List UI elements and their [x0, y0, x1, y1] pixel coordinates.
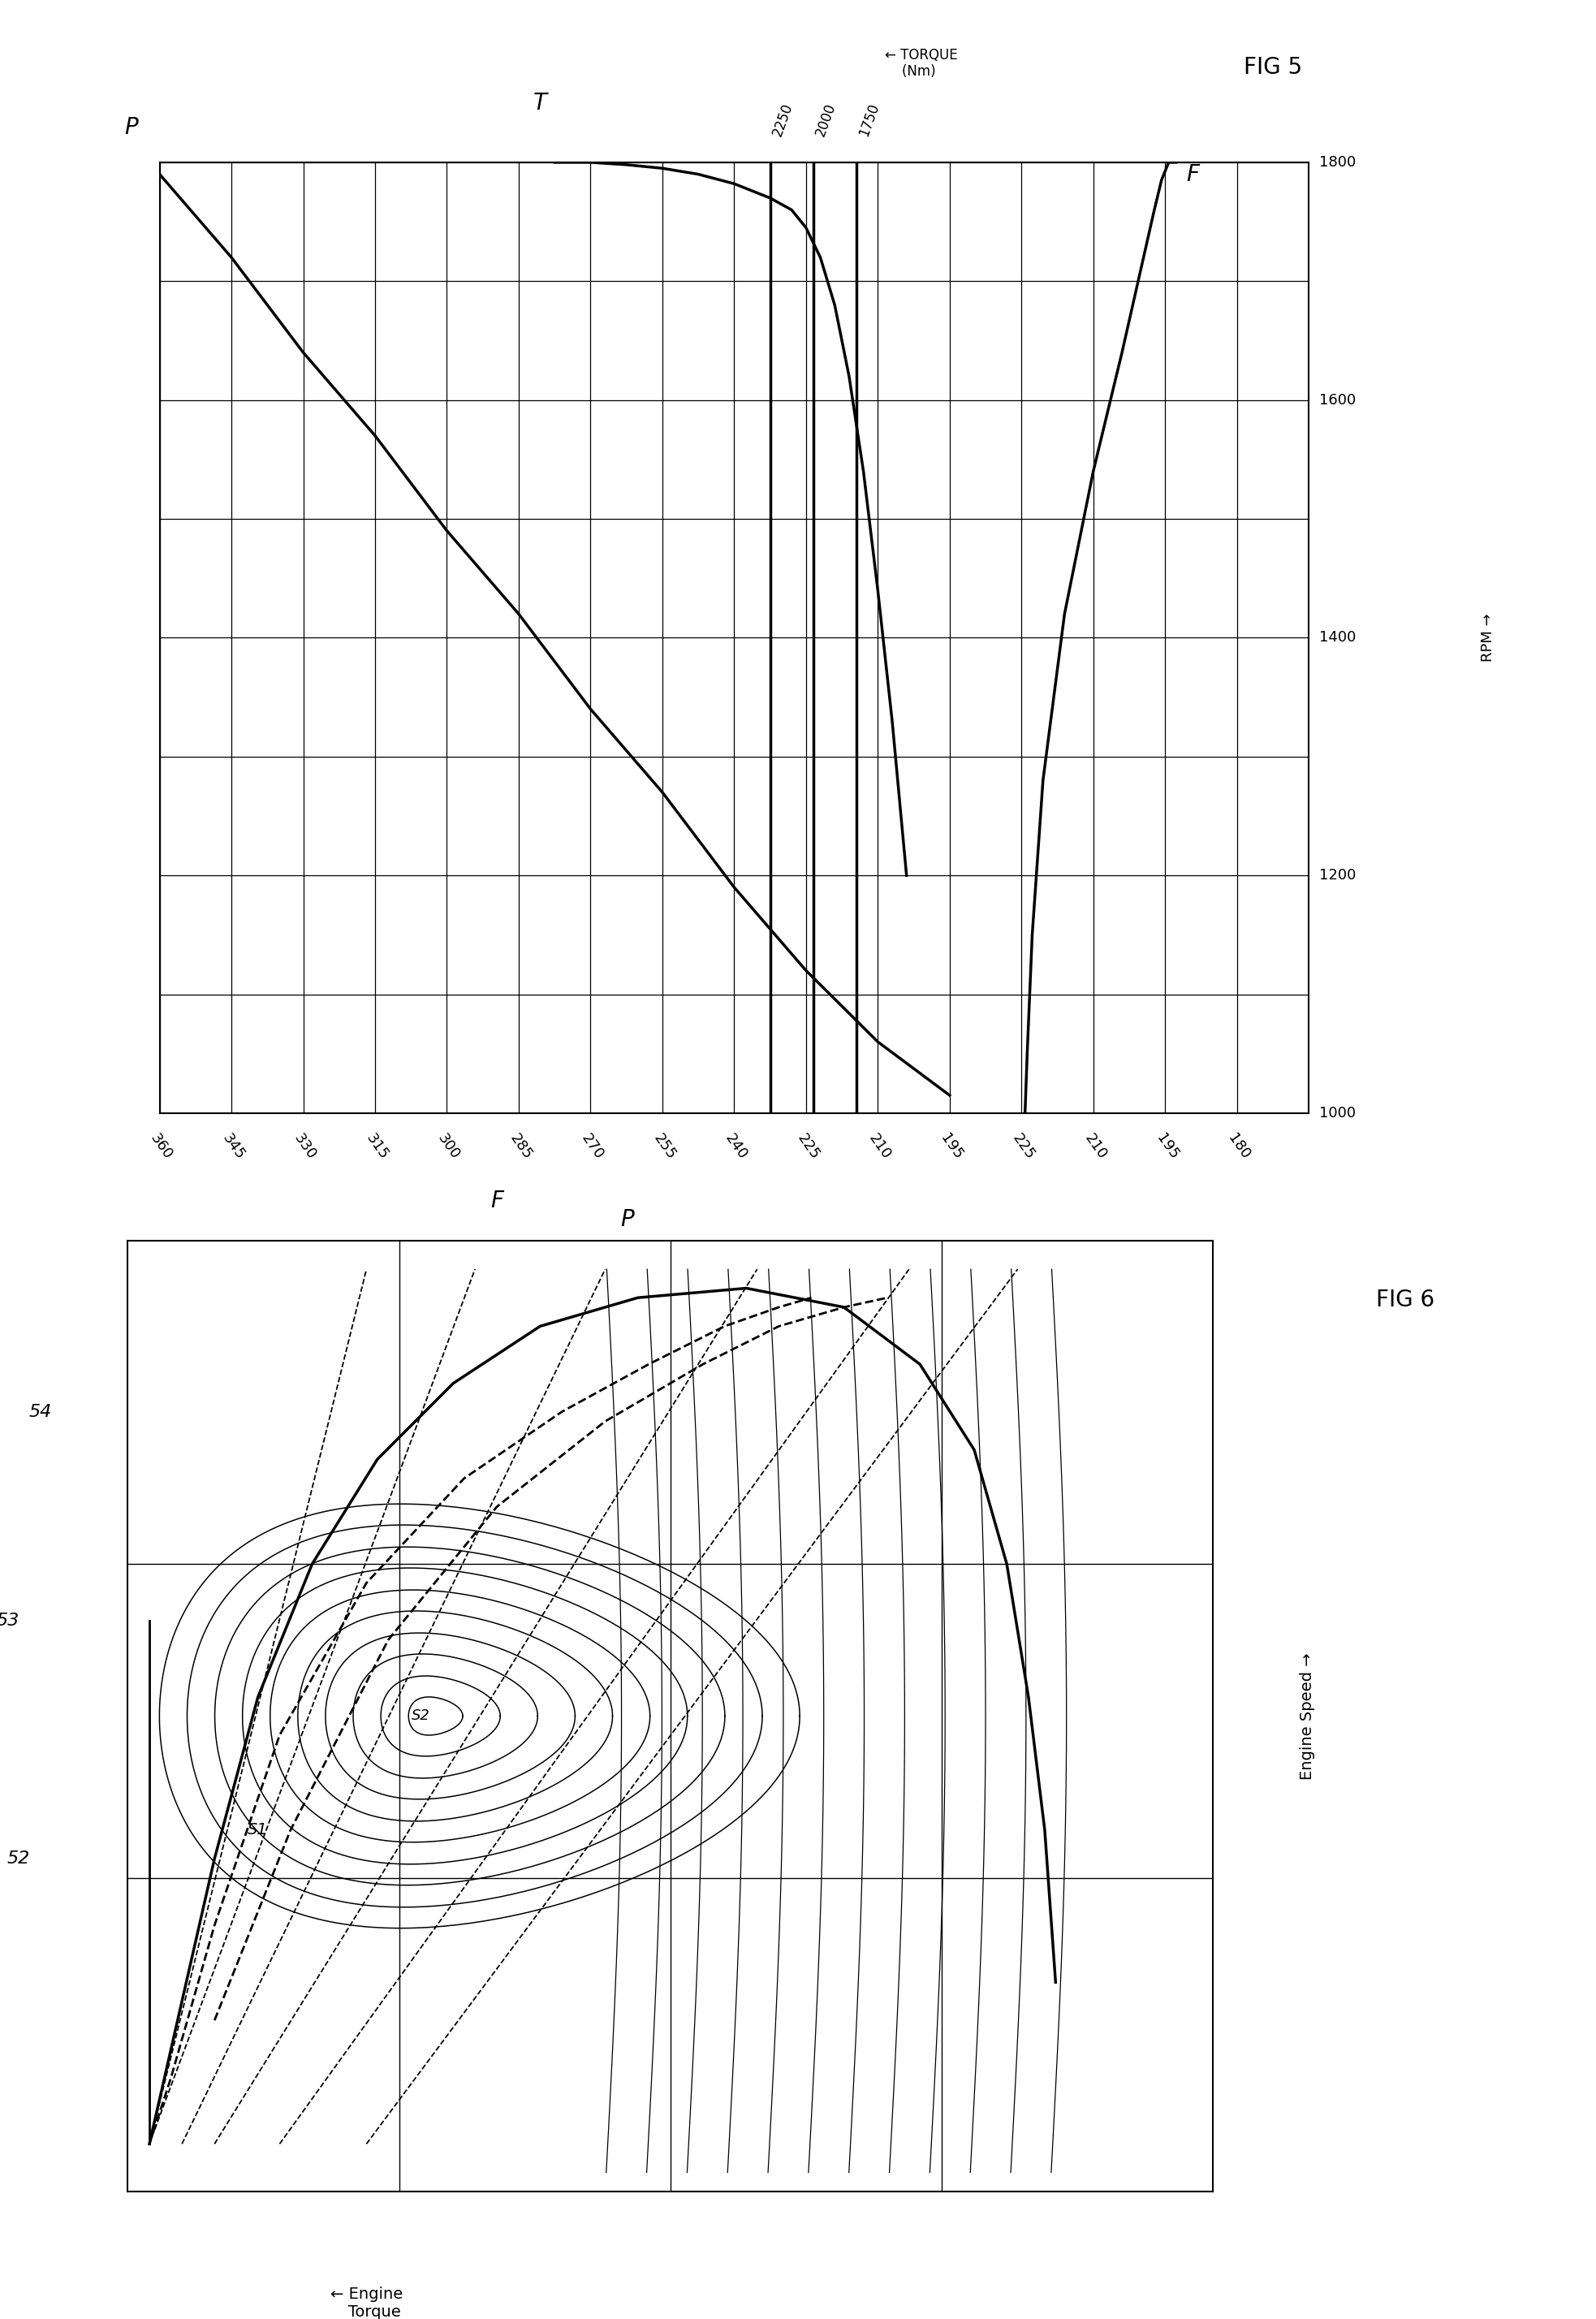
- Text: 195: 195: [1154, 1132, 1181, 1162]
- Text: 2250: 2250: [769, 102, 795, 139]
- Text: 210: 210: [867, 1132, 894, 1162]
- Text: S1: S1: [247, 1823, 268, 1839]
- Text: 1000: 1000: [1320, 1106, 1357, 1120]
- Text: T: T: [533, 93, 547, 116]
- Text: P: P: [621, 1208, 634, 1231]
- Text: 1600: 1600: [1320, 392, 1357, 408]
- Text: 330: 330: [292, 1132, 319, 1162]
- Text: F: F: [490, 1190, 503, 1213]
- Text: 300: 300: [436, 1132, 463, 1162]
- Text: 53: 53: [0, 1612, 19, 1630]
- Text: F: F: [1186, 162, 1200, 186]
- Text: 225: 225: [1010, 1132, 1037, 1162]
- Text: 360: 360: [148, 1132, 176, 1162]
- Text: 1800: 1800: [1320, 155, 1357, 169]
- Text: 345: 345: [220, 1132, 247, 1162]
- Text: 270: 270: [579, 1132, 606, 1162]
- Text: RPM →: RPM →: [1481, 615, 1495, 661]
- Text: 255: 255: [651, 1132, 678, 1162]
- Text: 2000: 2000: [812, 102, 838, 139]
- Text: ← TORQUE
    (Nm): ← TORQUE (Nm): [884, 49, 958, 79]
- Text: ← POWER
    (KW): ← POWER (KW): [484, 1243, 554, 1275]
- Text: Engine Speed →: Engine Speed →: [1299, 1653, 1315, 1779]
- Text: 240: 240: [723, 1132, 750, 1162]
- Text: FIG 6: FIG 6: [1376, 1289, 1435, 1310]
- Text: 1750: 1750: [855, 102, 881, 139]
- Text: FIG 5: FIG 5: [1243, 56, 1302, 79]
- Text: S2: S2: [412, 1709, 429, 1723]
- Text: 315: 315: [364, 1132, 391, 1162]
- Text: 285: 285: [508, 1132, 535, 1162]
- Text: 225: 225: [795, 1132, 822, 1162]
- Text: 180: 180: [1226, 1132, 1253, 1162]
- Text: 210: 210: [1082, 1132, 1109, 1162]
- Text: 54: 54: [29, 1403, 51, 1419]
- Text: ← Engine
   Torque: ← Engine Torque: [330, 2287, 402, 2319]
- Text: 1400: 1400: [1320, 631, 1357, 645]
- Text: 52: 52: [6, 1851, 30, 1867]
- Text: P: P: [124, 116, 139, 139]
- Text: 195: 195: [938, 1132, 966, 1162]
- Text: 1200: 1200: [1320, 867, 1357, 884]
- Text: ↑ FUEL
Consump.
(g/Kwhr): ↑ FUEL Consump. (g/Kwhr): [1095, 1243, 1163, 1292]
